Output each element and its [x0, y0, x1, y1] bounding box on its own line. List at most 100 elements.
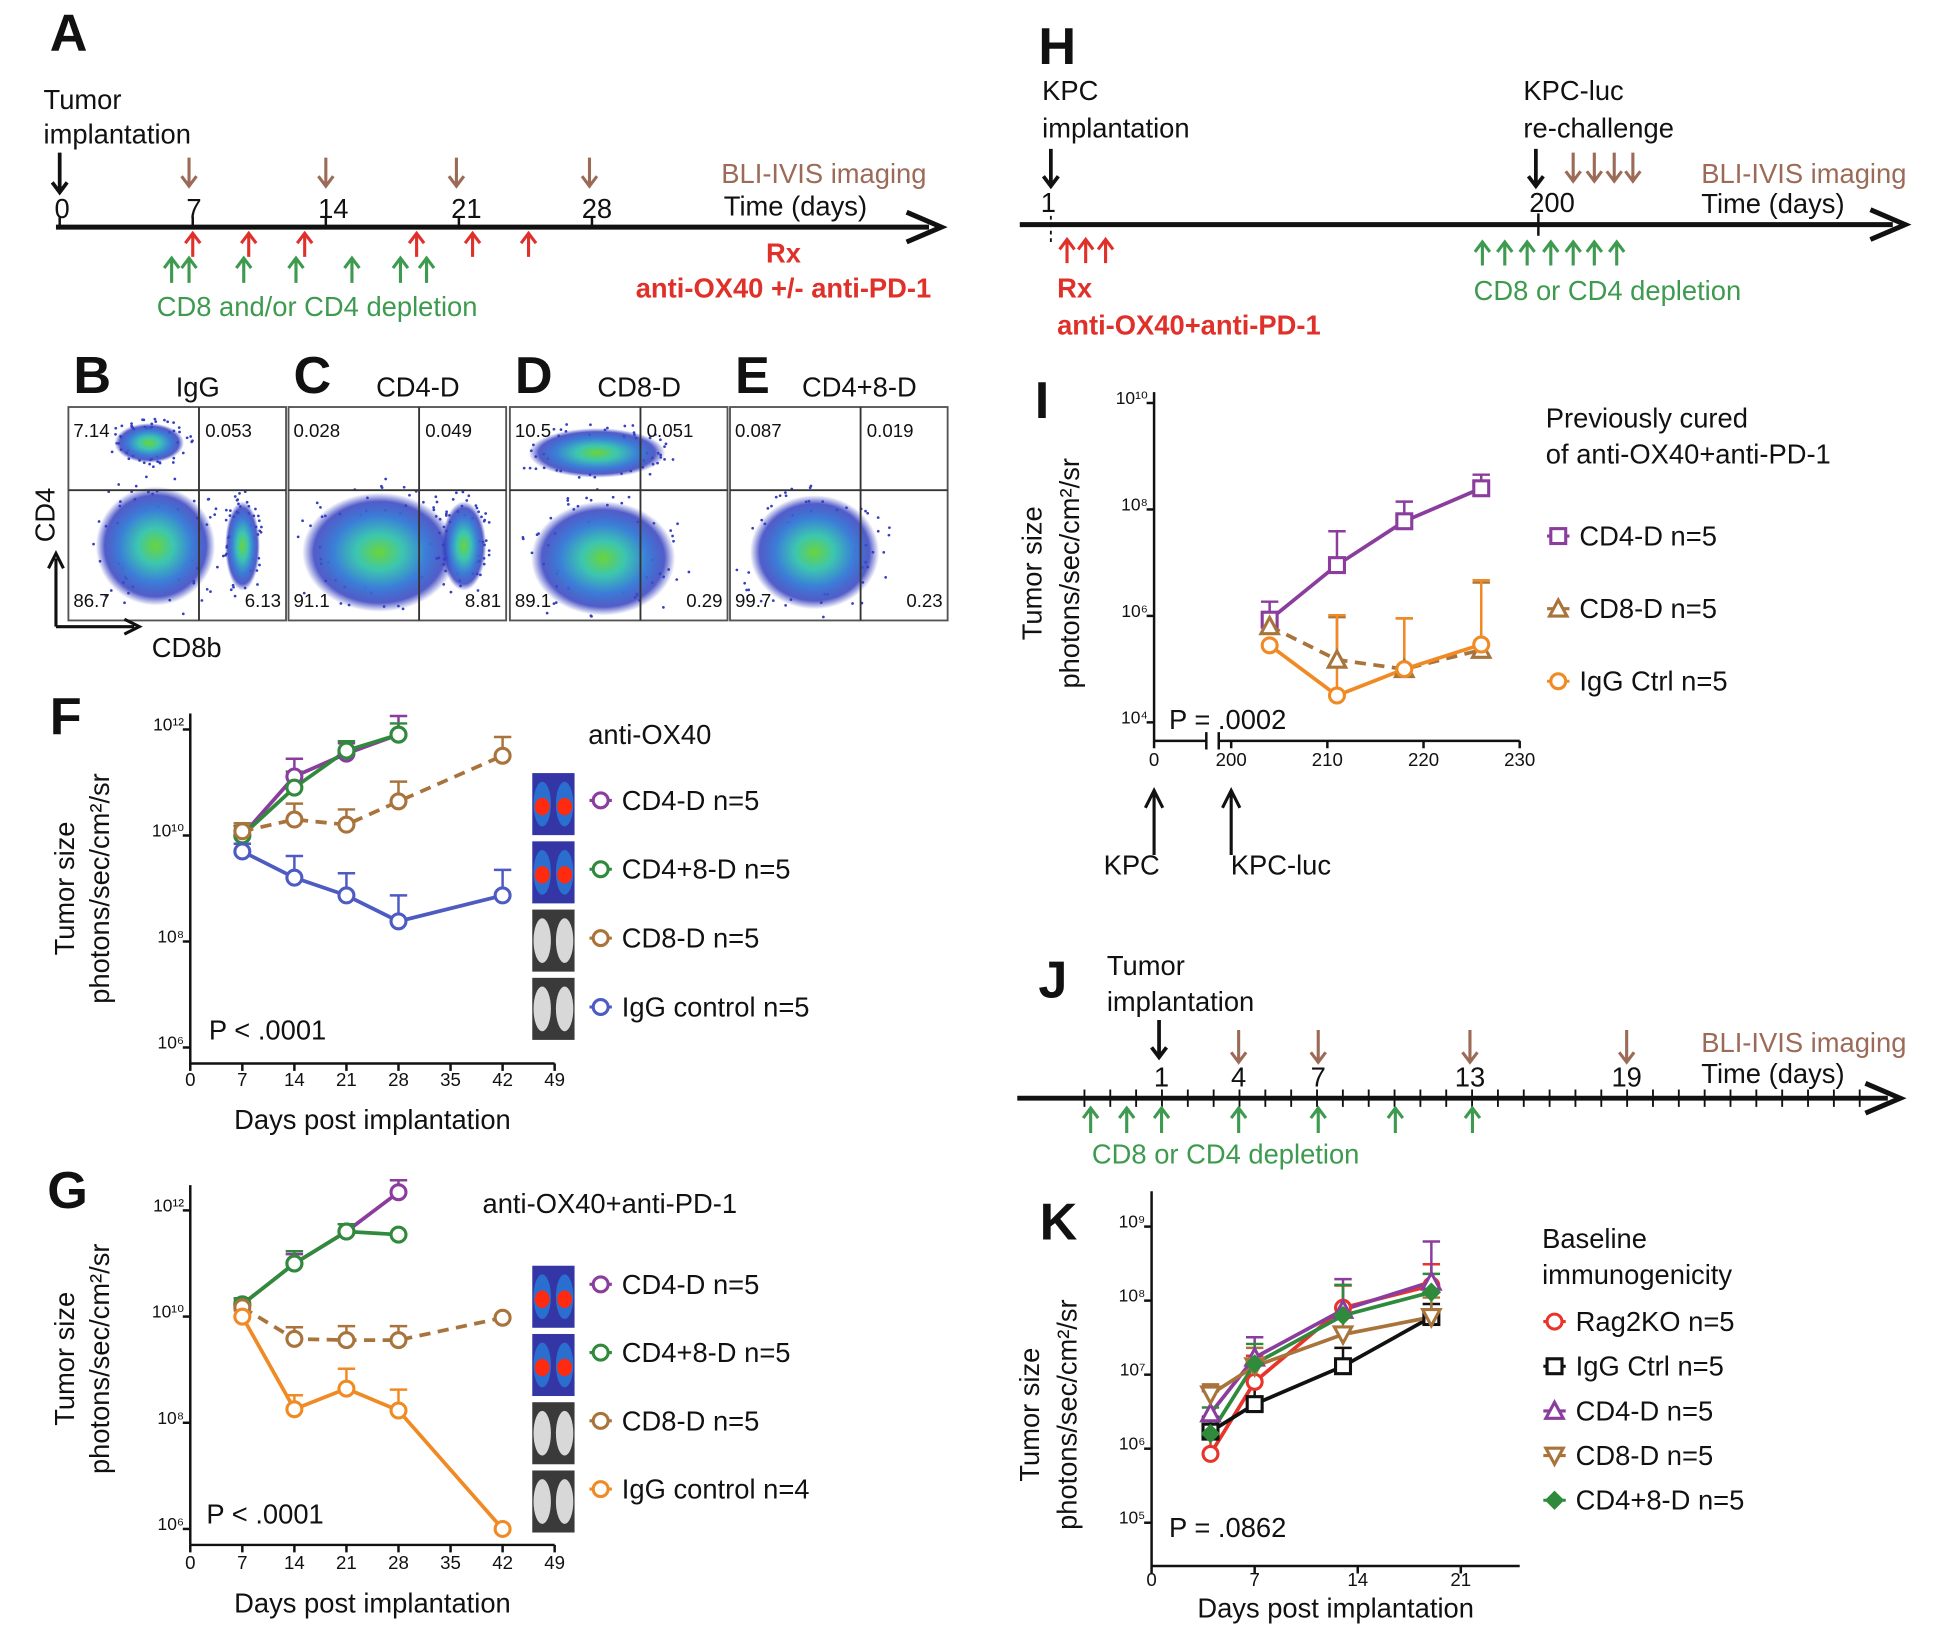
- flow-dot: [205, 587, 209, 591]
- flow-dot: [687, 570, 691, 574]
- flow-title: CD4-D: [376, 372, 460, 403]
- flow-dot: [484, 512, 488, 515]
- event-label: implantation: [1042, 112, 1189, 143]
- flow-dot: [380, 484, 383, 488]
- x-tick-label: 0: [1146, 1569, 1156, 1590]
- flow-dot: [257, 519, 261, 523]
- x-tick-label: 230: [1504, 749, 1535, 770]
- flow-dot: [153, 417, 157, 421]
- x-tick-label: 0: [1149, 749, 1159, 770]
- quadrant-value: 0.051: [647, 420, 694, 441]
- legend-label: IgG control n=5: [622, 992, 810, 1023]
- flow-dot: [888, 526, 891, 530]
- flow-x-label: CD8b: [152, 632, 222, 663]
- arrow: [1081, 1105, 1100, 1133]
- day-label: 0: [55, 193, 70, 224]
- legend-label: CD4-D n=5: [1576, 1395, 1714, 1426]
- depletion-label: CD8 or CD4 depletion: [1474, 275, 1741, 306]
- data-point: [1327, 686, 1346, 705]
- x-tick-label: 210: [1312, 749, 1343, 770]
- x-tick-label: 14: [284, 1552, 305, 1573]
- flow-dot: [770, 504, 773, 508]
- error-bar: [1472, 578, 1490, 645]
- y-tick-label: 10⁴: [1121, 707, 1148, 727]
- flow-dot: [181, 612, 185, 616]
- y-axis-label: photons/sec/cm²/sr: [1052, 1299, 1083, 1529]
- arrow: [1564, 239, 1582, 266]
- flow-dot: [104, 594, 108, 598]
- data-point: [1327, 556, 1346, 575]
- legend-label: CD4+8-D n=5: [622, 1337, 791, 1368]
- flow-dot: [589, 498, 593, 502]
- legend-label: IgG control n=4: [622, 1474, 810, 1505]
- y-tick-label: 10⁸: [157, 927, 184, 947]
- legend-title: Previously cured: [1546, 403, 1748, 434]
- legend-label: IgG Ctrl n=5: [1579, 666, 1727, 697]
- y-axis-label: photons/sec/cm²/sr: [1054, 458, 1085, 688]
- flow-dot: [745, 588, 749, 592]
- flow-dot: [676, 522, 679, 526]
- legend-label: CD4-D n=5: [622, 1269, 760, 1300]
- flow-dot: [229, 588, 233, 592]
- data-point: [285, 868, 304, 887]
- flow-cloud: [225, 501, 260, 591]
- flow-dot: [552, 602, 556, 605]
- arrow: [162, 255, 181, 283]
- flow-dot: [208, 515, 212, 519]
- data-point: [337, 741, 356, 760]
- legend-marker: [1545, 1357, 1564, 1376]
- arrow: [295, 230, 314, 257]
- flow-dot: [623, 424, 627, 428]
- flow-dot: [589, 423, 592, 427]
- legend-marker: [591, 998, 610, 1016]
- arrow: [180, 255, 198, 283]
- flow-dot: [611, 495, 615, 499]
- panel-letter: E: [735, 347, 770, 405]
- flow-dot: [177, 426, 181, 429]
- flow-dot: [144, 475, 148, 479]
- flow-dot: [476, 589, 480, 592]
- flow-dot: [302, 591, 306, 595]
- legend-label: CD4+8-D n=5: [1576, 1485, 1745, 1516]
- arrow: [1386, 1105, 1405, 1133]
- day-label: 1: [1041, 187, 1056, 218]
- bli-mouse: [533, 918, 551, 963]
- legend-marker: [591, 1275, 610, 1294]
- flow-dot: [565, 423, 569, 426]
- bli-mouse: [533, 1410, 551, 1456]
- legend-marker: [591, 1343, 610, 1362]
- flow-cloud: [302, 492, 457, 612]
- data-point: [1260, 636, 1279, 655]
- y-tick-label: 10¹⁰: [152, 821, 184, 841]
- flow-dot: [97, 520, 101, 523]
- flow-dot: [445, 512, 448, 516]
- quadrant-value: 91.1: [293, 590, 329, 611]
- rx-label: Rx: [1057, 272, 1092, 303]
- flow-dot: [887, 533, 891, 537]
- panel-letter: A: [50, 5, 88, 63]
- flow-dot: [148, 462, 152, 466]
- flow-dot: [766, 507, 770, 510]
- y-tick-label: 10⁶: [1119, 1434, 1146, 1454]
- bli-signal: [534, 1290, 550, 1308]
- flow-dot: [260, 525, 263, 529]
- flow-dot: [663, 445, 666, 449]
- day-label: 21: [451, 193, 481, 224]
- timeline-arrowhead: [905, 209, 948, 245]
- depletion-label: CD8 and/or CD4 depletion: [157, 291, 478, 322]
- data-point: [1201, 1444, 1220, 1463]
- legend-title: anti-OX40+anti-PD-1: [483, 1188, 738, 1219]
- flow-dot: [438, 517, 442, 521]
- flow-dot: [851, 602, 854, 605]
- data-point: [233, 842, 252, 861]
- imaging-label: BLI-IVIS imaging: [721, 158, 926, 189]
- arrow: [407, 230, 426, 257]
- series-line: [241, 732, 400, 837]
- flow-dot: [809, 484, 813, 488]
- y-tick-label: 10¹⁰: [1116, 388, 1148, 408]
- flow-cloud: [749, 495, 880, 610]
- y-axis-label: photons/sec/cm²/sr: [84, 1244, 115, 1474]
- flow-dot: [487, 549, 491, 552]
- flow-dot: [130, 422, 133, 425]
